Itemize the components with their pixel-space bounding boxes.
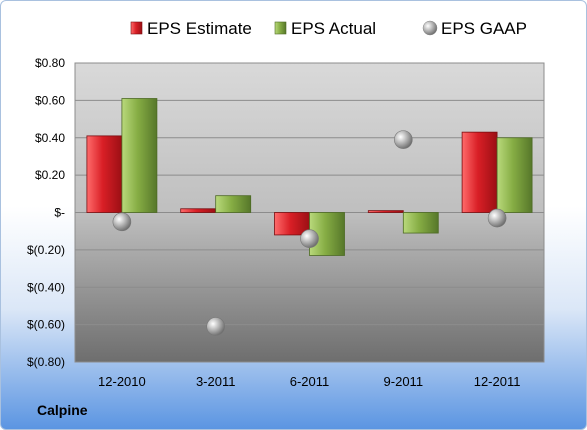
eps-gaap-point (393, 130, 413, 149)
y-tick-label: $(0.60) (27, 318, 65, 332)
x-tick-label: 6-2011 (290, 374, 330, 389)
eps-estimate-bar (86, 135, 123, 213)
legend-swatch (422, 20, 438, 36)
legend-swatch (130, 21, 143, 35)
y-tick-label: $(0.80) (27, 355, 65, 369)
eps-actual-bar (402, 212, 439, 234)
gaap-points (112, 130, 507, 336)
y-tick-label: $0.80 (35, 56, 65, 70)
legend-swatch (274, 21, 287, 35)
eps-estimate-bar (180, 208, 217, 213)
eps-gaap-point (487, 208, 507, 228)
x-tick-label: 9-2011 (384, 374, 424, 389)
x-tick-label: 12-2011 (474, 374, 521, 389)
eps-actual-bar (215, 195, 252, 213)
y-tick-label: $(0.20) (27, 243, 65, 257)
legend-label: EPS Actual (291, 19, 376, 38)
eps-actual-bar (496, 137, 533, 213)
legend-label: EPS Estimate (147, 19, 252, 38)
eps-gaap-point (206, 317, 225, 336)
bars (86, 98, 533, 256)
legend-label: EPS GAAP (441, 19, 527, 38)
y-tick-label: $(0.40) (27, 280, 65, 294)
x-tick-label: 3-2011 (196, 374, 236, 389)
x-tick-label: 12-2010 (98, 374, 146, 389)
y-tick-label: $0.60 (35, 93, 65, 107)
eps-estimate-bar (367, 210, 404, 213)
y-axis: $0.80 $0.60 $0.40 $0.20 $- $(0.20) $(0.40) $(0.… (27, 56, 65, 369)
company-label: Calpine (37, 402, 88, 418)
eps-gaap-point (300, 229, 319, 248)
y-tick-label: $- (54, 206, 65, 220)
eps-gaap-point (112, 212, 132, 232)
x-axis: 12-2010 3-2011 6-2011 9-2011 12-2011 (98, 374, 520, 389)
y-tick-label: $0.40 (35, 131, 65, 145)
eps-actual-bar (121, 98, 158, 213)
legend: EPS Estimate EPS Actual EPS GAAP (130, 19, 527, 38)
eps-estimate-bar (461, 131, 498, 213)
y-tick-label: $0.20 (35, 168, 65, 182)
